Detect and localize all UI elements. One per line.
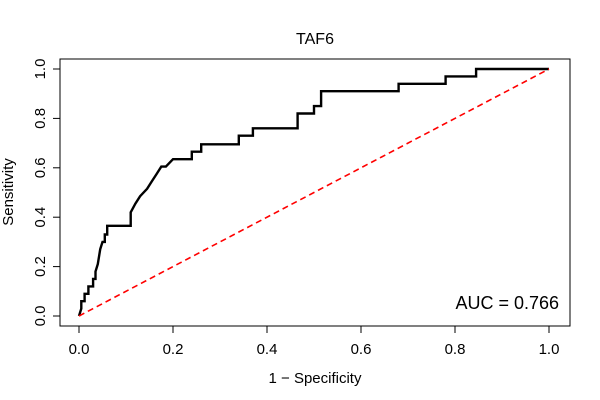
y-tick-label: 1.0 bbox=[32, 59, 49, 80]
y-tick-label: 0.0 bbox=[32, 306, 49, 327]
x-tick-label: 0.0 bbox=[69, 341, 90, 358]
chart-title: TAF6 bbox=[296, 31, 334, 48]
auc-annotation: AUC = 0.766 bbox=[455, 293, 559, 313]
x-tick-label: 0.6 bbox=[351, 341, 372, 358]
y-axis: 0.0 0.2 0.4 0.6 0.8 1.0 bbox=[32, 59, 61, 327]
x-tick-label: 0.8 bbox=[445, 341, 466, 358]
x-tick-label: 0.4 bbox=[257, 341, 278, 358]
y-tick-label: 0.4 bbox=[32, 207, 49, 228]
x-tick-label: 0.2 bbox=[163, 341, 184, 358]
roc-curve bbox=[77, 67, 549, 317]
y-tick-label: 0.6 bbox=[32, 157, 49, 178]
x-axis: 0.0 0.2 0.4 0.6 0.8 1.0 bbox=[69, 325, 560, 358]
x-axis-title: 1 − Specificity bbox=[269, 370, 362, 387]
x-tick-label: 1.0 bbox=[539, 341, 560, 358]
y-axis-title: Sensitivity bbox=[0, 158, 17, 226]
series-layer bbox=[77, 67, 550, 317]
y-tick-label: 0.8 bbox=[32, 108, 49, 129]
y-tick-label: 0.2 bbox=[32, 256, 49, 277]
reference-diagonal-line bbox=[78, 68, 550, 317]
